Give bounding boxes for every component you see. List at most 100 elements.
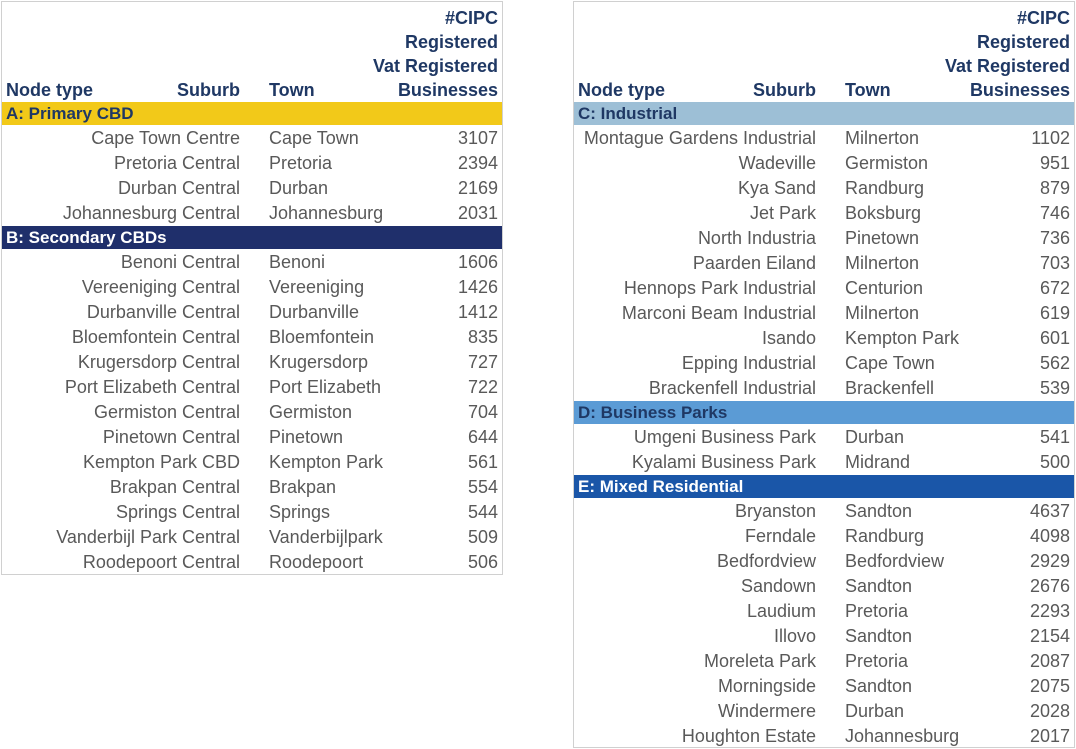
- suburb-cell: Germiston Central: [93, 402, 240, 422]
- count-cell: 1412: [457, 302, 498, 322]
- count-cell: 2075: [1029, 676, 1070, 696]
- suburb-cell: Moreleta Park: [703, 651, 816, 671]
- town-cell: Johannesburg: [845, 726, 960, 746]
- town-cell: Sandton: [845, 676, 913, 696]
- suburb-cell: Vanderbijl Park Central: [56, 527, 240, 547]
- town-cell: Cape Town: [269, 128, 359, 148]
- table-row: Bloemfontein Central Bloemfontein 835: [2, 325, 502, 350]
- metric-header-line: Registered: [976, 32, 1070, 52]
- town-cell: Sandton: [845, 501, 913, 521]
- town-cell: Port Elizabeth: [269, 377, 382, 397]
- count-cell: 879: [1039, 178, 1070, 198]
- town-cell: Randburg: [845, 178, 925, 198]
- suburb-cell: Kya Sand: [737, 178, 816, 198]
- town-cell: Milnerton: [845, 303, 920, 323]
- suburb-cell: Brackenfell Industrial: [648, 378, 816, 398]
- table-row: North Industria Pinetown 736: [574, 226, 1074, 251]
- suburb-cell: Wadeville: [738, 153, 816, 173]
- metric-header: #CIPC Registered Vat Registered Business…: [373, 6, 498, 102]
- town-cell: Pretoria: [845, 651, 909, 671]
- suburb-header: Suburb: [753, 80, 816, 100]
- group-band: E: Mixed Residential: [574, 475, 1074, 498]
- count-cell: 2028: [1029, 701, 1070, 721]
- node-type-header: Node type: [6, 80, 94, 100]
- group-band: A: Primary CBD: [2, 102, 502, 125]
- suburb-cell: Paarden Eiland: [692, 253, 816, 273]
- count-cell: 2293: [1029, 601, 1070, 621]
- count-cell: 746: [1039, 203, 1070, 223]
- table-row: Brackenfell Industrial Brackenfell 539: [574, 376, 1074, 401]
- town-cell: Pretoria: [845, 601, 909, 621]
- count-cell: 2031: [457, 203, 498, 223]
- count-cell: 2087: [1029, 651, 1070, 671]
- table-row: Port Elizabeth Central Port Elizabeth 722: [2, 375, 502, 400]
- right-table-panel: Node type Suburb Town #CIPC Registered V…: [573, 1, 1075, 748]
- suburb-cell: North Industria: [697, 228, 816, 248]
- table-row: Krugersdorp Central Krugersdorp 727: [2, 350, 502, 375]
- suburb-cell: Vereeniging Central: [81, 277, 240, 297]
- suburb-cell: Isando: [761, 328, 816, 348]
- suburb-cell: Bloemfontein Central: [71, 327, 240, 347]
- suburb-cell: Pinetown Central: [102, 427, 240, 447]
- table-row: Pretoria Central Pretoria 2394: [2, 151, 502, 176]
- town-cell: Sandton: [845, 626, 913, 646]
- suburb-cell: Jet Park: [749, 203, 816, 223]
- count-cell: 2017: [1029, 726, 1070, 746]
- table-row: Vanderbijl Park Central Vanderbijlpark 509: [2, 525, 502, 550]
- suburb-cell: Johannesburg Central: [62, 203, 240, 223]
- count-cell: 736: [1039, 228, 1070, 248]
- count-cell: 4637: [1029, 501, 1070, 521]
- table-row: Wadeville Germiston 951: [574, 151, 1074, 176]
- town-cell: Durban: [845, 427, 905, 447]
- count-cell: 2676: [1029, 576, 1070, 596]
- town-cell: Bedfordview: [845, 551, 945, 571]
- suburb-cell: Cape Town Centre: [91, 128, 240, 148]
- suburb-cell: Durbanville Central: [86, 302, 240, 322]
- town-cell: Springs: [269, 502, 331, 522]
- metric-header-line: Vat Registered: [372, 56, 498, 76]
- table-row: Brakpan Central Brakpan 554: [2, 475, 502, 500]
- count-cell: 672: [1039, 278, 1070, 298]
- town-cell: Pretoria: [269, 153, 333, 173]
- town-cell: Midrand: [845, 452, 911, 472]
- table-row: Hennops Park Industrial Centurion 672: [574, 276, 1074, 301]
- count-cell: 3107: [457, 128, 498, 148]
- table-row: Marconi Beam Industrial Milnerton 619: [574, 301, 1074, 326]
- town-cell: Vereeniging: [269, 277, 365, 297]
- suburb-cell: Springs Central: [115, 502, 240, 522]
- table-row: Durban Central Durban 2169: [2, 176, 502, 201]
- town-cell: Germiston: [845, 153, 929, 173]
- town-cell: Krugersdorp: [269, 352, 369, 372]
- table-row: Houghton Estate Johannesburg 2017: [574, 724, 1074, 749]
- town-cell: Johannesburg: [269, 203, 384, 223]
- count-cell: 541: [1039, 427, 1070, 447]
- suburb-cell: Sandown: [740, 576, 816, 596]
- count-cell: 1102: [1031, 128, 1070, 148]
- table-row: Roodepoort Central Roodepoort 506: [2, 550, 502, 575]
- table-row: Bedfordview Bedfordview 2929: [574, 549, 1074, 574]
- table-row: Cape Town Centre Cape Town 3107: [2, 126, 502, 151]
- town-cell: Durban: [845, 701, 905, 721]
- town-cell: Sandton: [845, 576, 913, 596]
- town-cell: Roodepoort: [269, 552, 364, 572]
- suburb-cell: Bryanston: [734, 501, 816, 521]
- table-row: Kempton Park CBD Kempton Park 561: [2, 450, 502, 475]
- suburb-cell: Kempton Park CBD: [82, 452, 240, 472]
- town-cell: Milnerton: [845, 128, 920, 148]
- suburb-header: Suburb: [177, 80, 240, 100]
- suburb-cell: Morningside: [717, 676, 816, 696]
- metric-header-line: Businesses: [397, 80, 498, 100]
- count-cell: 703: [1039, 253, 1070, 273]
- suburb-cell: Umgeni Business Park: [633, 427, 816, 447]
- table-header: Node type Suburb Town #CIPC Registered V…: [574, 2, 1074, 102]
- town-cell: Pinetown: [845, 228, 920, 248]
- suburb-cell: Laudium: [746, 601, 816, 621]
- town-cell: Milnerton: [845, 253, 920, 273]
- table-row: Springs Central Springs 544: [2, 500, 502, 525]
- count-cell: 506: [467, 552, 498, 572]
- suburb-cell: Hennops Park Industrial: [623, 278, 816, 298]
- metric-header-line: Businesses: [969, 80, 1070, 100]
- count-cell: 1426: [457, 277, 498, 297]
- table-row: Illovo Sandton 2154: [574, 624, 1074, 649]
- suburb-cell: Brakpan Central: [109, 477, 240, 497]
